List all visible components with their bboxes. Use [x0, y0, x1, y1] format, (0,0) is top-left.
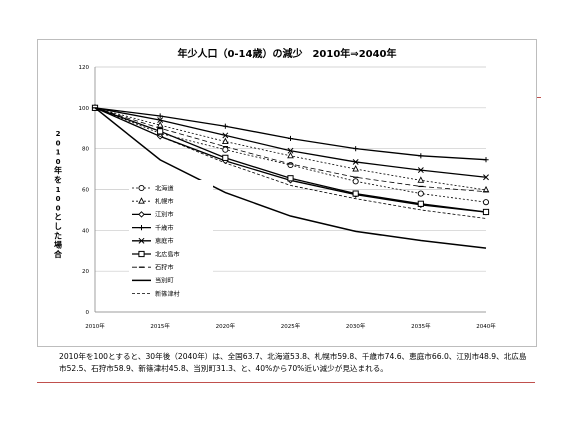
y-axis-label-char: 0	[56, 195, 61, 203]
data-point-4	[483, 174, 489, 181]
y-axis-label-char: 年	[54, 165, 62, 175]
legend-label: 北海道	[155, 184, 174, 192]
y-axis-label-char: し	[54, 222, 62, 231]
y-tick-label: 20	[82, 269, 89, 275]
data-point-1	[287, 151, 294, 159]
data-point-5	[287, 175, 294, 182]
y-axis-label-char: た	[54, 230, 62, 240]
data-point-0	[352, 178, 359, 185]
legend-label: 当別町	[155, 277, 174, 285]
data-point-4	[417, 167, 424, 174]
series-line-8	[94, 107, 487, 219]
data-point-4	[157, 117, 164, 124]
data-point-3	[222, 123, 228, 129]
legend-label: 札幌市	[155, 198, 174, 206]
legend-label: 北広島市	[155, 250, 180, 258]
data-point-3	[483, 157, 489, 163]
legend-swatch-marker	[138, 250, 145, 258]
chart-caption: 2010年を100とすると、30年後（2040年）は、全国63.7、北海道53.…	[59, 352, 527, 373]
series-line-7	[94, 107, 487, 249]
x-tick-label: 2010年	[85, 322, 105, 330]
y-axis-label-char: 1	[56, 186, 61, 194]
data-point-4	[222, 132, 229, 139]
legend-label: 千歳市	[155, 224, 174, 232]
y-tick-label: 120	[79, 65, 90, 71]
y-axis-label-char: 0	[56, 158, 61, 166]
y-axis-label-char: 2	[56, 130, 61, 138]
data-point-3	[353, 146, 359, 152]
data-point-1	[352, 165, 360, 172]
chart-frame: 年少人口（0-14歳）の減少 2010年⇒2040年 0 20 40 60 80 100 12…	[37, 39, 537, 347]
data-point-3	[157, 113, 163, 119]
data-point-5	[482, 208, 490, 216]
y-axis-label-char: 合	[53, 249, 63, 259]
y-tick-label: 60	[82, 188, 89, 194]
x-tick-label: 2020年	[216, 322, 236, 330]
y-tick-label: 100	[79, 106, 90, 112]
data-point-3	[418, 153, 424, 159]
x-tick-label: 2015年	[150, 322, 170, 330]
line-chart: 年少人口（0-14歳）の減少 2010年⇒2040年02040608010012…	[53, 47, 496, 330]
data-point-4	[287, 147, 294, 154]
x-tick-label: 2030年	[346, 322, 366, 330]
legend-swatch-marker	[138, 184, 145, 192]
legend-swatch-marker	[138, 211, 145, 218]
legend-swatch-marker	[138, 237, 145, 244]
data-point-0	[417, 190, 424, 197]
y-tick-label: 80	[82, 147, 89, 153]
data-point-5	[352, 190, 359, 197]
y-axis-label-char: 0	[56, 139, 61, 147]
legend-label: 恵庭市	[155, 237, 174, 245]
data-point-1	[417, 176, 425, 183]
legend-swatch-marker	[138, 197, 145, 204]
y-axis-label-char: 0	[56, 204, 61, 212]
y-axis-label-char: 1	[56, 149, 61, 157]
data-point-5	[222, 154, 229, 161]
legend-swatch-marker	[138, 225, 145, 231]
legend-label: 石狩市	[155, 264, 174, 272]
data-point-0	[482, 199, 490, 206]
data-point-5	[417, 200, 424, 207]
data-point-1	[221, 137, 229, 144]
data-point-1	[156, 121, 164, 128]
data-point-3	[287, 135, 294, 142]
y-tick-label: 0	[86, 310, 90, 316]
x-tick-label: 2025年	[281, 322, 301, 330]
x-tick-label: 2040年	[476, 322, 496, 330]
chart-title: 年少人口（0-14歳）の減少 2010年⇒2040年	[177, 47, 396, 60]
legend-label: 江別市	[155, 211, 174, 219]
y-tick-label: 40	[82, 228, 89, 234]
data-point-4	[352, 158, 359, 165]
bottom-accent-line	[37, 382, 535, 383]
y-axis-label-char: を	[54, 176, 62, 185]
y-axis-label-char: 場	[54, 240, 62, 250]
y-axis-label-char: と	[54, 213, 62, 222]
x-tick-label: 2035年	[411, 322, 431, 330]
data-point-0	[222, 146, 229, 153]
legend-label: 新篠津村	[155, 290, 180, 298]
data-point-5	[157, 128, 164, 135]
